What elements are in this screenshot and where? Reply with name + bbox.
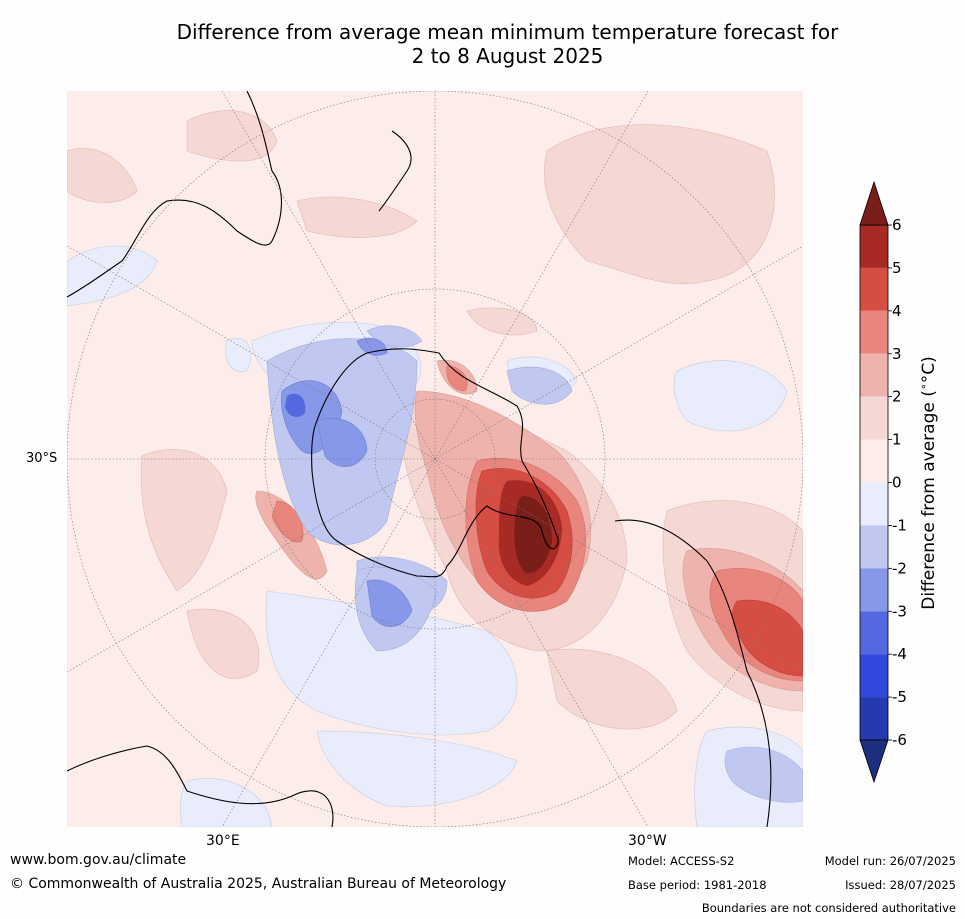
colorbar-tick-label: 4 [892, 302, 902, 320]
colorbar-tick-label: -6 [892, 731, 907, 749]
colorbar-cell [860, 267, 888, 311]
colorbar-cell [860, 439, 888, 483]
colorbar-cell [860, 482, 888, 526]
anomaly-minus-3-4 [285, 393, 306, 417]
australia-coast [67, 91, 283, 298]
title-line-2: 2 to 8 August 2025 [411, 44, 604, 68]
colorbar-tick-label: 6 [892, 216, 902, 234]
colorbar-tick-label: 2 [892, 388, 902, 406]
south-america-coast [614, 519, 772, 827]
footer-model-run: Model run: 26/07/2025 [824, 854, 956, 868]
colorbar-tick-label: -3 [892, 602, 907, 620]
longitude-label-30e: 30°E [206, 833, 240, 849]
footer-url: www.bom.gov.au/climate [10, 852, 187, 868]
title-line-1: Difference from average mean minimum tem… [176, 20, 839, 44]
africa-coast [67, 745, 334, 827]
longitude-label-30w: 30°W [628, 833, 667, 849]
footer-disclaimer: Boundaries are not considered authoritat… [701, 901, 956, 915]
footer-copyright: © Commonwealth of Australia 2025, Austra… [10, 876, 507, 892]
new-zealand-coast [378, 130, 412, 212]
colorbar-tick-label: 1 [892, 431, 902, 449]
colorbar-label-unit: °C [918, 362, 939, 384]
anomaly-map [67, 91, 803, 827]
latitude-label: 30°S [26, 451, 58, 466]
colorbar-under-arrow [859, 739, 889, 784]
coastlines [67, 91, 772, 827]
colorbar-cells [859, 224, 889, 741]
colorbar-tick-label: -2 [892, 559, 907, 577]
colorbar: 6 5 4 3 2 1 0 -1 -2 -3 -4 -5 -6 [855, 180, 925, 790]
colorbar-cell [860, 396, 888, 440]
map-svg [67, 91, 803, 827]
colorbar-cell [860, 225, 888, 268]
colorbar-label: Difference from average (∘°C) [917, 356, 939, 610]
colorbar-over-arrow [859, 180, 889, 226]
anomaly-plus-over-6 [514, 496, 552, 574]
colorbar-tick-label: 0 [892, 474, 902, 492]
colorbar-tick-label: -4 [892, 645, 907, 663]
colorbar-tick-label: -5 [892, 688, 907, 706]
graticule [67, 91, 803, 827]
colorbar-cell [860, 525, 888, 569]
colorbar-label-suffix: ) [918, 356, 939, 363]
colorbar-tick-label: 5 [892, 259, 902, 277]
colorbar-ticks: 6 5 4 3 2 1 0 -1 -2 -3 -4 -5 -6 [888, 216, 907, 749]
colorbar-svg: 6 5 4 3 2 1 0 -1 -2 -3 -4 -5 -6 [859, 180, 907, 784]
colorbar-cell [860, 353, 888, 397]
colorbar-cell [860, 568, 888, 612]
colorbar-cell [860, 310, 888, 354]
colorbar-cell [860, 654, 888, 698]
map-title: Difference from average mean minimum tem… [60, 20, 955, 68]
colorbar-cell [860, 697, 888, 740]
colorbar-tick-label: -1 [892, 516, 907, 534]
antarctica-coast [311, 348, 559, 578]
colorbar-label-prefix: Difference from average ( [918, 390, 939, 610]
colorbar-tick-label: 3 [892, 345, 902, 363]
footer-model: Model: ACCESS-S2 [628, 854, 735, 868]
footer-base-period: Base period: 1981-2018 [628, 878, 767, 892]
footer-issued: Issued: 28/07/2025 [845, 878, 956, 892]
colorbar-cell [860, 611, 888, 655]
